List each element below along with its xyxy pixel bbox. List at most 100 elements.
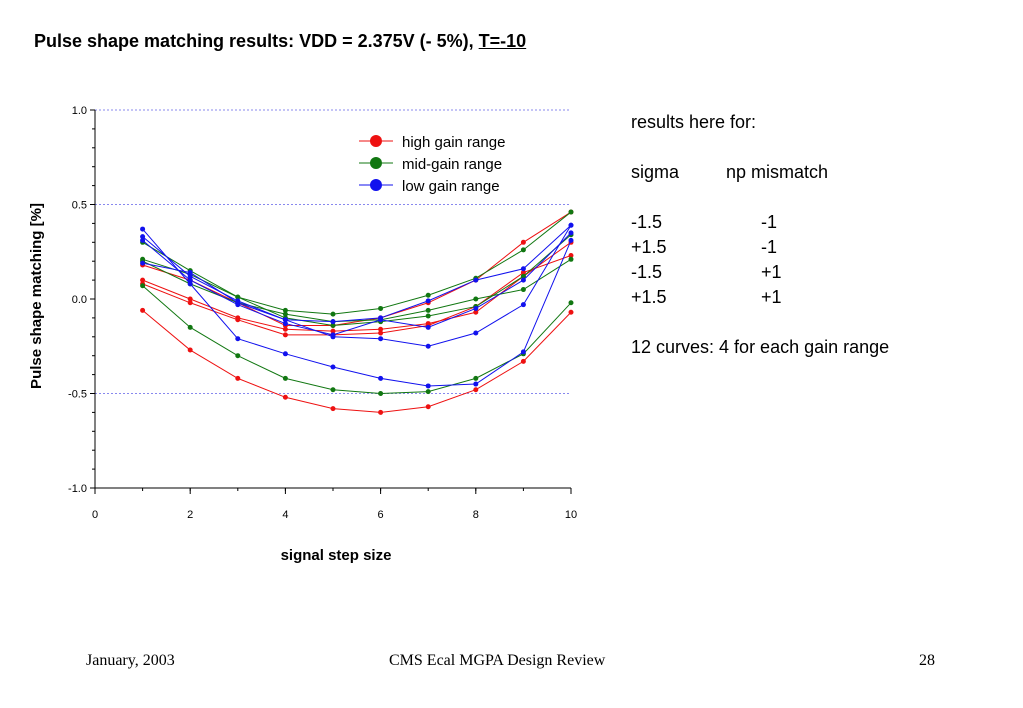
data-point [520,302,526,308]
data-point [520,266,526,272]
data-point [378,305,384,311]
data-point [330,319,336,325]
y-tick-label: -0.5 [68,389,87,401]
notes-sigma: +1.5 [631,287,667,307]
data-point [187,296,193,302]
legend-label: mid-gain range [402,156,502,173]
data-point [425,389,431,395]
series-line [142,309,572,413]
data-point [425,324,431,330]
data-point [473,277,479,283]
notes-np: -1 [761,237,778,257]
data-point [187,281,193,287]
data-point [378,336,384,342]
notes-col-sigma: sigma [631,162,680,182]
data-point [520,287,526,293]
data-point [568,230,574,236]
notes-np: +1 [761,262,782,282]
data-point [568,253,574,259]
data-point [378,375,384,381]
data-point [520,247,526,253]
data-point [187,300,193,306]
series-line [142,228,572,387]
data-point [330,406,336,412]
data-point [187,270,193,276]
y-axis-label: Pulse shape matching [%] [28,203,45,389]
data-point [282,307,288,313]
footer-date: January, 2003 [86,652,175,669]
series-line [142,285,572,395]
data-point [473,309,479,315]
title-temperature: T=-10 [478,31,527,51]
data-point [520,239,526,245]
data-point [282,311,288,317]
x-tick-label: 6 [378,509,384,521]
series-line [142,234,572,326]
x-tick-label: 4 [282,509,288,521]
data-point [425,383,431,389]
data-point [568,256,574,262]
data-point [282,351,288,357]
data-point [140,234,146,240]
data-point [330,387,336,393]
series-line [142,232,572,336]
data-point [520,358,526,364]
data-point [187,273,193,279]
data-point [235,294,241,300]
data-point [568,309,574,315]
data-point [378,330,384,336]
data-point [425,298,431,304]
notes-col-np: np mismatch [726,162,829,182]
footer-page-number: 28 [919,652,935,669]
data-point [282,332,288,338]
data-point [235,336,241,342]
data-point [235,353,241,359]
legend-marker [370,179,382,191]
data-point [140,226,146,232]
x-tick-label: 0 [92,509,98,521]
data-point [473,330,479,336]
data-point [330,328,336,334]
data-point [235,375,241,381]
data-point [378,409,384,415]
data-point [330,322,336,328]
y-tick-label: 1.0 [72,105,87,117]
data-point [568,209,574,215]
data-point [282,326,288,332]
data-point [473,381,479,387]
data-point [330,364,336,370]
notes-summary: 12 curves: 4 for each gain range [631,337,890,357]
notes-sigma: -1.5 [631,262,663,282]
data-point [425,307,431,313]
slide-title: Pulse shape matching results: VDD = 2.37… [34,31,526,52]
series-line [142,255,572,336]
data-point [282,317,288,323]
notes-sigma: +1.5 [631,237,667,257]
data-point [473,296,479,302]
title-prefix: Pulse shape matching results: VDD = 2.37… [34,31,479,51]
data-point [568,237,574,243]
data-point [425,343,431,349]
x-tick-label: 2 [187,509,193,521]
legend-label: high gain range [402,134,505,151]
data-point [330,332,336,338]
data-point [282,394,288,400]
legend-marker [370,135,382,147]
notes-np: -1 [761,212,778,232]
data-point [520,277,526,283]
notes-np: +1 [761,287,782,307]
data-point [140,237,146,243]
x-tick-label: 10 [565,509,577,521]
notes-sigma: -1.5 [631,212,663,232]
data-point [378,326,384,332]
data-point [425,292,431,298]
x-tick-label: 8 [473,509,479,521]
data-point [140,277,146,283]
data-point [473,305,479,311]
data-point [235,302,241,308]
data-point [425,404,431,410]
legend-label: low gain range [402,178,500,195]
data-point [187,347,193,353]
notes-heading: results here for: [631,112,757,132]
